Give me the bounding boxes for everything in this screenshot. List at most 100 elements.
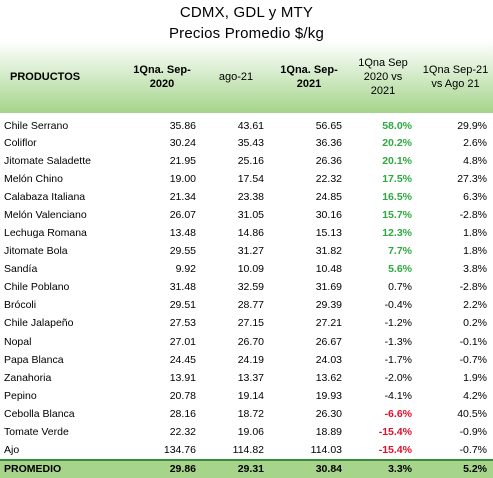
table-cell: 30.16 — [315, 208, 342, 221]
table-row: Nopal 27.01 26.70 26.67 -1.3% -0.1% — [0, 333, 493, 351]
table-cell: 20.78 — [169, 389, 196, 402]
table-cell: 26.30 — [315, 407, 342, 420]
product-name: Jitomate Bola — [4, 245, 68, 258]
table-row: Chile Jalapeño 27.53 27.15 27.21 -1.2% 0.2% — [0, 315, 493, 333]
table-cell: 24.45 — [169, 353, 196, 366]
table-cell: 21.34 — [169, 190, 196, 203]
table-cell: 36.36 — [315, 136, 342, 149]
table-cell: 4.2% — [463, 389, 487, 402]
table-cell: 31.82 — [315, 245, 342, 258]
table-cell: 19.93 — [315, 389, 342, 402]
table-cell: -1.7% — [384, 353, 412, 366]
report-title: CDMX, GDL y MTY — [179, 4, 314, 21]
table-cell: 10.09 — [237, 263, 264, 276]
product-name: Melón Valenciano — [4, 208, 87, 221]
table-cell: 31.48 — [169, 281, 196, 294]
table-cell: 1.8% — [463, 227, 487, 240]
footer-label: PROMEDIO — [0, 458, 122, 478]
table-cell: 13.62 — [315, 371, 342, 384]
table-cell: 19.00 — [169, 172, 196, 185]
table-cell: 13.37 — [237, 371, 264, 384]
table-row: Lechuga Romana 13.48 14.86 15.13 12.3% 1.8% — [0, 224, 493, 242]
table-cell: 27.15 — [237, 317, 264, 330]
table-cell: 13.48 — [169, 227, 196, 240]
table-cell: 19.06 — [237, 426, 264, 439]
header-sep-2020: 1Qna. Sep-2020 — [122, 41, 202, 113]
table-cell: -0.4% — [384, 299, 412, 312]
table-cell: 31.27 — [237, 245, 264, 258]
table-cell: -15.4% — [378, 426, 412, 439]
table-cell: 27.01 — [169, 335, 196, 348]
header-sep-2021: 1Qna. Sep-2021 — [270, 41, 348, 113]
table-cell: 13.91 — [169, 371, 196, 384]
table-cell: 43.61 — [237, 120, 264, 132]
product-name: Coliflor — [4, 136, 37, 149]
table-cell: 4.8% — [463, 154, 487, 167]
header-ago-21: ago-21 — [202, 41, 270, 113]
product-name: Melón Chino — [4, 172, 63, 185]
table-cell: 10.48 — [315, 263, 342, 276]
table-row: Calabaza Italiana 21.34 23.38 24.85 16.5% 6.3… — [0, 188, 493, 206]
table-cell: -1.3% — [384, 335, 412, 348]
table-cell: 17.5% — [382, 172, 412, 185]
table-cell: 28.77 — [237, 299, 264, 312]
table-cell: 24.85 — [315, 190, 342, 203]
table-cell: 31.69 — [315, 281, 342, 294]
table-cell: 22.32 — [315, 172, 342, 185]
table-row: Tomate Verde 22.32 19.06 18.89 -15.4% -0.9% — [0, 424, 493, 442]
table-row: Brócoli 29.51 28.77 29.39 -0.4% 2.2% — [0, 297, 493, 315]
product-name: Lechuga Romana — [4, 227, 87, 240]
table-cell: 134.76 — [163, 443, 196, 456]
table-cell: 18.72 — [237, 407, 264, 420]
table-cell: 26.70 — [237, 335, 264, 348]
table-cell: -0.7% — [459, 353, 487, 366]
table-cell: 9.92 — [175, 263, 196, 276]
table-cell: 35.43 — [237, 136, 264, 149]
footer-cell: 30.84 — [270, 458, 348, 478]
table-cell: 5.6% — [388, 263, 412, 276]
table-cell: 28.16 — [169, 407, 196, 420]
table-row: Cebolla Blanca 28.16 18.72 26.30 -6.6% 40.5% — [0, 405, 493, 423]
table-cell: 23.38 — [237, 190, 264, 203]
table-cell: -0.9% — [459, 426, 487, 439]
table-cell: 56.65 — [315, 120, 342, 132]
table-cell: -6.6% — [384, 407, 412, 420]
product-name: Nopal — [4, 335, 32, 348]
footer-cell: 5.2% — [418, 458, 493, 478]
table-cell: 29.55 — [169, 245, 196, 258]
table-cell: 2.2% — [463, 299, 487, 312]
footer-cell: 29.31 — [202, 458, 270, 478]
product-name: Brócoli — [4, 299, 37, 312]
footer-cell: 29.86 — [122, 458, 202, 478]
table-cell: 20.1% — [382, 154, 412, 167]
product-name: Papa Blanca — [4, 353, 64, 366]
table-row: Melón Chino 19.00 17.54 22.32 17.5% 27.3% — [0, 170, 493, 188]
table-cell: 30.24 — [169, 136, 196, 149]
product-name: Ajo — [4, 443, 20, 456]
header-var-2020-2021: 1Qna Sep 2020 vs 2021 — [348, 41, 418, 113]
table-row: Pepino 20.78 19.14 19.93 -4.1% 4.2% — [0, 387, 493, 405]
table-cell: 26.07 — [169, 208, 196, 221]
table-cell: 25.16 — [237, 154, 264, 167]
table-cell: 1.9% — [463, 371, 487, 384]
table-cell: -2.8% — [459, 281, 487, 294]
table-cell: 17.54 — [237, 172, 264, 185]
table-cell: 32.59 — [237, 281, 264, 294]
table-cell: 26.67 — [315, 335, 342, 348]
footer-cell: 3.3% — [348, 458, 418, 478]
table-row: Jitomate Bola 29.55 31.27 31.82 7.7% 1.8% — [0, 243, 493, 261]
table-cell: 114.82 — [232, 443, 264, 456]
product-name: Sandía — [4, 263, 38, 276]
table-row: Melón Valenciano 26.07 31.05 30.16 15.7% -2.8… — [0, 206, 493, 224]
table-cell: -15.4% — [378, 443, 412, 456]
table-cell: 16.5% — [382, 190, 412, 203]
table-row: Jitomate Saladette 21.95 25.16 26.36 20.1% 4.… — [0, 152, 493, 170]
footer-row: PROMEDIO 29.86 29.31 30.84 3.3% 5.2% — [0, 458, 493, 478]
table-cell: -0.1% — [459, 335, 487, 348]
product-name: Calabaza Italiana — [4, 190, 86, 203]
table-cell: 14.86 — [237, 227, 264, 240]
table-cell: 2.6% — [463, 136, 487, 149]
table-cell: 40.5% — [457, 407, 487, 420]
table-cell: 27.21 — [315, 317, 342, 330]
table-cell: 22.32 — [169, 426, 196, 439]
